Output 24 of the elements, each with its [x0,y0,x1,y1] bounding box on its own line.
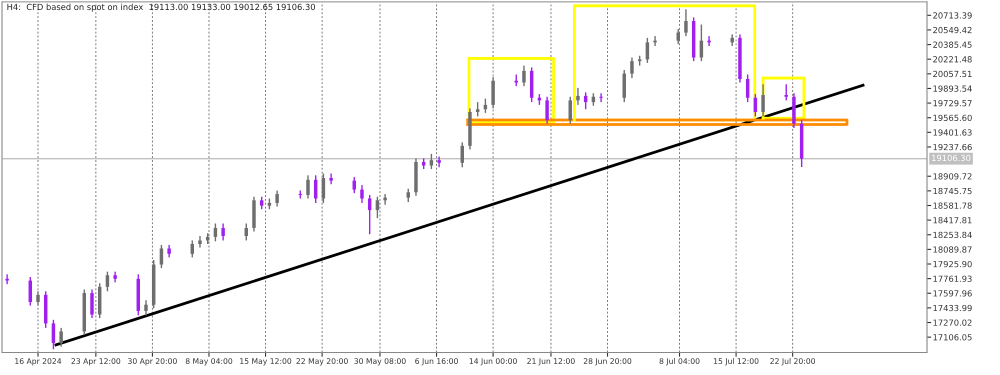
y-tick-label: 20385.45 [933,42,972,48]
y-tick-label: 18745.75 [933,188,972,194]
y-tick-label: 20713.39 [933,12,972,19]
chart-title: H4: CFD based on spot on index 19113.00 19133.00 19012.65 19106.30 [7,4,316,12]
y-tick-label: 20221.48 [933,56,972,62]
y-tick-label: 20549.42 [933,26,972,34]
y-tick-label: 20057.51 [933,70,972,78]
y-tick-label: 17270.02 [933,320,972,326]
y-tick-label: 19729.57 [933,100,972,106]
y-tick-label: 18417.81 [933,217,972,224]
y-tick-label: 17597.96 [933,290,972,297]
y-tick-label: 17106.05 [933,334,972,340]
y-tick-label: 18253.84 [933,232,972,238]
ref-line-label: 19106.30 [932,154,970,162]
y-tick-label: 19893.54 [933,85,972,92]
y-tick-label: 18089.87 [933,246,972,253]
y-tick-label: 17433.99 [933,304,972,312]
y-tick-label: 19401.63 [933,129,972,136]
y-tick-label: 18581.78 [933,202,972,209]
y-tick-label: 19565.60 [933,114,972,121]
y-tick-label: 17925.90 [933,260,972,268]
y-tick-label: 19237.66 [933,144,972,150]
y-tick-label: 17761.93 [933,276,972,282]
y-tick-label: 18909.72 [933,173,972,180]
